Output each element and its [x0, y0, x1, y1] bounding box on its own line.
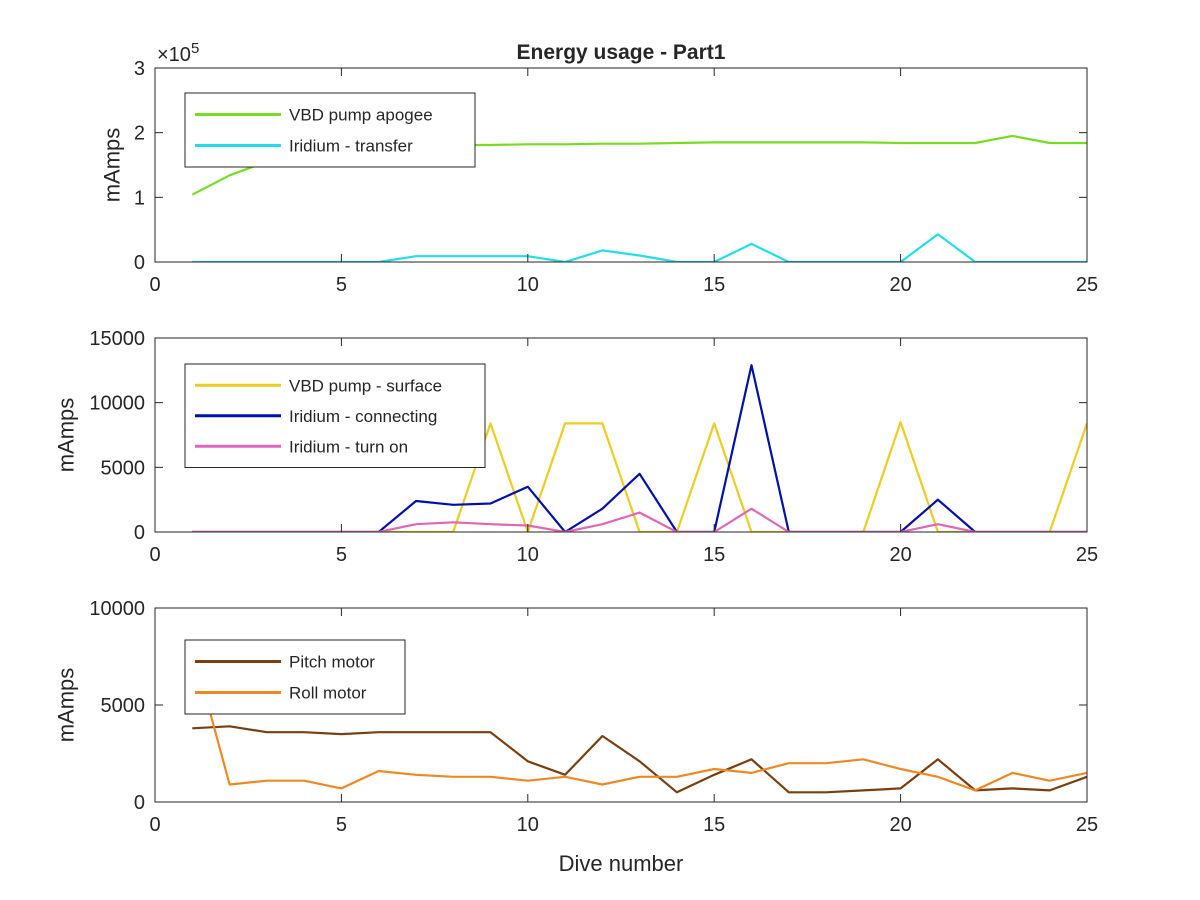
series-line-3-2: [191, 646, 1087, 792]
x-tick-label: 5: [336, 274, 347, 296]
legend-entry-label: Iridium - transfer: [289, 137, 413, 156]
x-tick-label: 10: [517, 544, 539, 566]
axes-box: [154, 337, 1088, 533]
axes-box: [154, 67, 1088, 263]
y-tick-label: 5000: [101, 457, 146, 479]
legend-entry-label: VBD pump apogee: [289, 106, 433, 125]
x-tick-label: 10: [517, 274, 539, 296]
x-tick-label: 5: [336, 544, 347, 566]
series-line-1-2: [192, 233, 1087, 262]
series-line-2-3: [192, 507, 1087, 532]
x-tick-label: 20: [889, 814, 911, 836]
x-tick-label: 15: [703, 544, 725, 566]
y-tick-label: 10000: [89, 393, 145, 415]
y-tick-label: 3: [134, 58, 145, 80]
y-tick-label: 10000: [89, 598, 145, 620]
chart-panel-3: 0 5 10 15 20 25 0 5000 10000 mAmps Dive number Pitc…: [54, 598, 1099, 876]
x-tick-label: 0: [149, 814, 160, 836]
y-exponent-label: ×105: [157, 40, 199, 66]
chart-panel-1: 0 5 10 15 20 25 0 1 2 3 mAmps Energy usage - Part1 ×…: [100, 40, 1099, 296]
x-tick-label: 25: [1076, 814, 1098, 836]
y-tick-label: 0: [134, 522, 145, 544]
legend-entry-label: Iridium - turn on: [289, 437, 408, 456]
x-tick-label: 5: [336, 814, 347, 836]
x-axis-label: Dive number: [559, 851, 684, 876]
legend-box: [184, 639, 406, 715]
legend-entry-label: Roll motor: [289, 684, 367, 703]
series-line-2-2: [192, 364, 1087, 532]
x-tick-label: 25: [1076, 544, 1098, 566]
x-tick-label: 20: [889, 274, 911, 296]
x-tick-label: 10: [517, 814, 539, 836]
y-tick-label: 15000: [89, 328, 145, 350]
series-line-3-1: [192, 725, 1087, 794]
y-tick-label: 0: [134, 252, 145, 274]
y-tick-label: 5000: [101, 695, 146, 717]
chart-panel-2: 0 5 10 15 20 25 0 5000 10000 15000 mAmps VBD pump -…: [54, 328, 1099, 566]
x-tick-label: 25: [1076, 274, 1098, 296]
x-tick-label: 0: [149, 544, 160, 566]
x-tick-label: 15: [703, 274, 725, 296]
chart-title: Energy usage - Part1: [517, 41, 726, 64]
x-tick-label: 0: [149, 274, 160, 296]
y-tick-label: 2: [134, 123, 145, 145]
legend-entry-label: Iridium - connecting: [289, 407, 437, 426]
y-tick-label: 1: [134, 187, 145, 209]
x-tick-label: 20: [889, 544, 911, 566]
y-axis-label: mAmps: [100, 128, 125, 203]
y-axis-label: mAmps: [54, 398, 79, 473]
y-tick-label: 0: [134, 792, 145, 814]
legend-entry-label: VBD pump - surface: [289, 376, 442, 395]
x-tick-label: 15: [703, 814, 725, 836]
y-axis-label: mAmps: [54, 668, 79, 743]
legend-box: [184, 92, 476, 168]
legend-entry-label: Pitch motor: [289, 653, 375, 672]
